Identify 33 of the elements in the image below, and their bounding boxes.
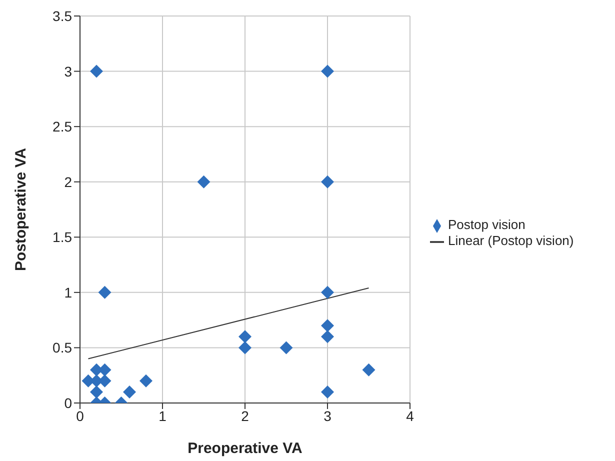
x-tick-label: 1 bbox=[158, 408, 167, 424]
point bbox=[321, 319, 334, 332]
legend-label: Linear (Postop vision) bbox=[448, 233, 574, 248]
point bbox=[90, 385, 103, 398]
point bbox=[321, 175, 334, 188]
y-tick-label: 1.5 bbox=[52, 229, 72, 246]
point bbox=[98, 286, 112, 299]
point bbox=[280, 341, 293, 354]
point bbox=[362, 363, 376, 376]
point bbox=[197, 175, 210, 188]
point bbox=[321, 330, 334, 344]
y-tick-label: 0 bbox=[64, 394, 72, 411]
point bbox=[321, 64, 334, 78]
y-tick-label: 1 bbox=[64, 284, 72, 300]
x-tick-label: 4 bbox=[406, 408, 414, 424]
point bbox=[238, 330, 252, 344]
y-axis-title: Postoperative VA bbox=[12, 148, 30, 272]
point bbox=[321, 385, 334, 398]
y-tick-label: 0.5 bbox=[52, 340, 72, 356]
point bbox=[321, 286, 334, 299]
legend-label: Postop vision bbox=[448, 217, 526, 232]
y-tick-label: 2 bbox=[64, 174, 72, 190]
x-axis-title: Preoperative VA bbox=[188, 440, 303, 457]
y-tick-label: 3.5 bbox=[52, 8, 72, 24]
y-tick-label: 3 bbox=[64, 63, 72, 80]
point bbox=[238, 341, 252, 354]
x-tick-label: 2 bbox=[241, 408, 250, 424]
y-tick-label: 2.5 bbox=[52, 118, 72, 135]
point bbox=[90, 64, 103, 78]
point bbox=[140, 374, 152, 388]
x-tick-label: 0 bbox=[76, 408, 84, 424]
point bbox=[123, 385, 136, 398]
x-tick-label: 3 bbox=[324, 408, 332, 424]
